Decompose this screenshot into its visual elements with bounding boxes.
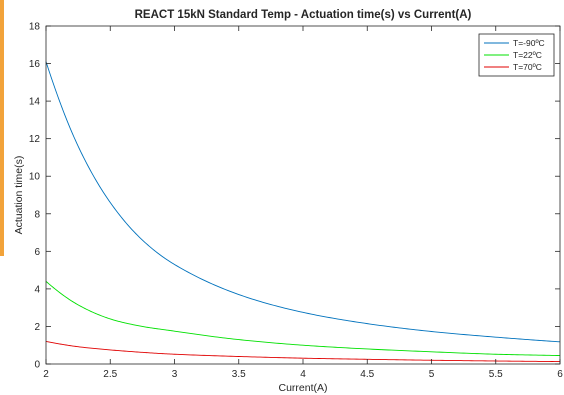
- y-tick-label: 2: [34, 322, 40, 333]
- x-tick-label: 4: [300, 369, 306, 380]
- series-line-3: [45, 341, 561, 363]
- x-tick-label: 5: [429, 369, 435, 380]
- y-tick-label: 10: [29, 172, 41, 183]
- series-layer: [45, 61, 561, 363]
- x-tick-label: 2: [43, 369, 49, 380]
- series-line-2: [45, 281, 561, 356]
- y-axis-label: Actuation time(s): [13, 156, 25, 235]
- legend: T=-90ºC T=22ºC T=70ºC: [478, 33, 555, 77]
- legend-label: T=-90ºC: [513, 38, 545, 48]
- y-tick-label: 18: [29, 22, 41, 33]
- x-tick-label: 3: [172, 369, 178, 380]
- x-tick-label: 3.5: [232, 369, 246, 380]
- x-tick-label: 4.5: [360, 369, 374, 380]
- series-line-1: [45, 61, 561, 343]
- legend-label: T=22ºC: [513, 50, 542, 60]
- x-tick-label: 5.5: [489, 369, 503, 380]
- y-tick-label: 4: [34, 284, 40, 295]
- y-tick-label: 14: [29, 97, 41, 108]
- side-accent-strip: [0, 0, 4, 256]
- legend-label: T=70ºC: [513, 62, 542, 72]
- x-axis-label: Current(A): [278, 382, 327, 394]
- y-tick-label: 0: [34, 360, 40, 371]
- y-tick-label: 16: [29, 59, 41, 70]
- plot-area: [46, 26, 560, 364]
- y-tick-label: 8: [34, 209, 40, 220]
- x-tick-label: 6: [557, 369, 563, 380]
- y-tick-label: 6: [34, 247, 40, 258]
- y-tick-label: 12: [29, 134, 41, 145]
- x-tick-label: 2.5: [103, 369, 117, 380]
- chart-title: REACT 15kN Standard Temp - Actuation tim…: [135, 9, 472, 21]
